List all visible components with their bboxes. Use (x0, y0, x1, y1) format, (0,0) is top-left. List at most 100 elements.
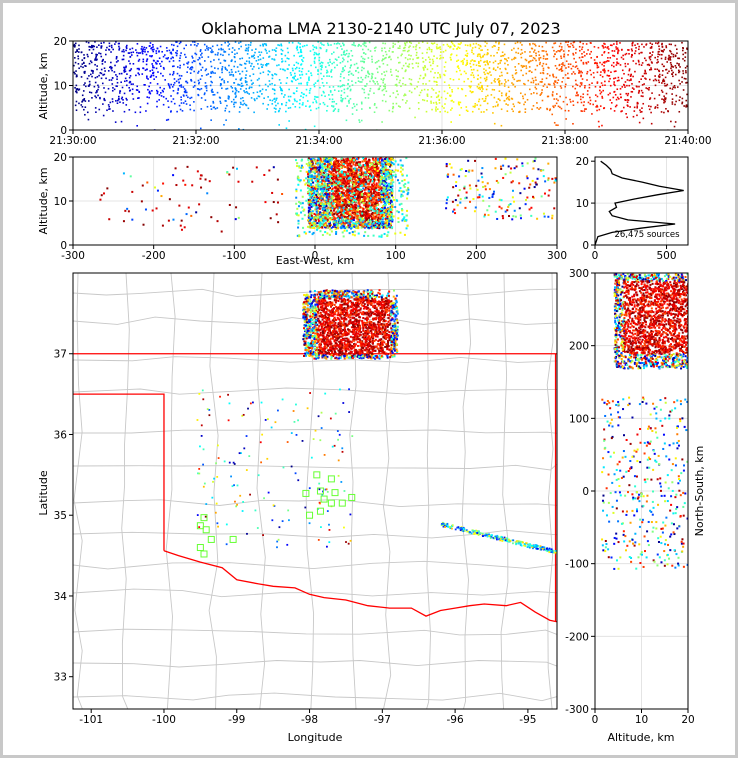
source-point (319, 170, 322, 173)
source-point (630, 48, 633, 50)
source-point (388, 171, 391, 174)
source-point (224, 107, 227, 110)
source-point (488, 67, 491, 69)
source-point (300, 48, 302, 51)
source-point (128, 81, 131, 84)
source-point (293, 72, 296, 75)
source-point (464, 94, 467, 97)
source-point (306, 81, 309, 84)
source-point (439, 48, 442, 51)
source-point (662, 50, 664, 53)
source-point (356, 173, 359, 176)
source-point (335, 224, 338, 227)
source-point (542, 85, 545, 87)
source-point (224, 60, 226, 62)
source-point (318, 53, 320, 55)
source-point (158, 50, 160, 53)
source-point (235, 87, 237, 90)
source-point (582, 104, 585, 107)
source-point (530, 81, 532, 84)
source-point (328, 192, 331, 195)
source-point (179, 66, 181, 69)
source-point (138, 67, 140, 70)
source-point (322, 162, 325, 165)
source-point (80, 51, 83, 54)
source-point (234, 91, 237, 94)
source-point (262, 102, 264, 105)
source-point (116, 78, 118, 81)
source-point (626, 94, 629, 97)
source-point (567, 66, 570, 68)
source-point (576, 67, 579, 70)
source-point (337, 215, 340, 218)
source-point (117, 42, 120, 45)
source-point (159, 45, 162, 48)
source-point (180, 98, 183, 101)
source-point (625, 113, 627, 115)
source-point (116, 102, 119, 105)
source-point (258, 67, 260, 70)
source-point (335, 59, 338, 61)
source-point (333, 169, 336, 172)
source-point (592, 103, 594, 106)
source-point (186, 62, 188, 65)
source-point (517, 52, 520, 55)
source-point (84, 70, 86, 73)
source-point (341, 85, 343, 87)
source-point (405, 62, 407, 65)
source-point (320, 215, 323, 218)
source-point (162, 75, 164, 77)
source-point (323, 91, 325, 94)
source-point (353, 44, 355, 46)
source-point (539, 94, 542, 96)
source-point (532, 105, 535, 107)
source-point (343, 185, 346, 188)
source-point (517, 47, 520, 50)
source-point (422, 77, 425, 80)
source-point (172, 84, 175, 86)
source-point (338, 201, 341, 204)
source-point (403, 47, 405, 49)
source-point (369, 190, 372, 193)
source-point (574, 79, 577, 82)
source-point (358, 200, 361, 203)
source-point (583, 101, 585, 103)
source-point (523, 82, 525, 85)
source-point (74, 86, 76, 89)
source-point (664, 97, 667, 99)
source-point (408, 54, 410, 56)
source-point (211, 49, 213, 51)
source-point (129, 55, 132, 58)
source-point (179, 77, 182, 80)
source-point (538, 45, 541, 48)
source-point (564, 74, 567, 76)
source-point (373, 198, 376, 201)
source-point (315, 194, 318, 197)
source-point (354, 181, 357, 184)
source-point (109, 108, 111, 110)
source-point (73, 43, 76, 46)
source-point (167, 83, 170, 85)
source-point (125, 66, 127, 69)
source-point (327, 174, 330, 177)
source-point (365, 74, 367, 77)
source-point (363, 160, 366, 163)
source-point (310, 216, 313, 219)
source-point (321, 66, 323, 68)
source-point (248, 60, 251, 63)
source-point (290, 74, 292, 76)
source-point (349, 217, 352, 220)
source-point (97, 94, 99, 97)
source-point (388, 157, 391, 160)
source-point (475, 42, 478, 45)
source-point (328, 86, 331, 88)
source-point (75, 109, 78, 112)
source-point (322, 203, 325, 206)
source-point (656, 42, 659, 45)
source-point (397, 56, 399, 59)
source-point (501, 74, 503, 77)
source-point (228, 48, 231, 50)
source-point (339, 173, 342, 176)
source-point (363, 44, 366, 47)
source-point (276, 64, 278, 67)
